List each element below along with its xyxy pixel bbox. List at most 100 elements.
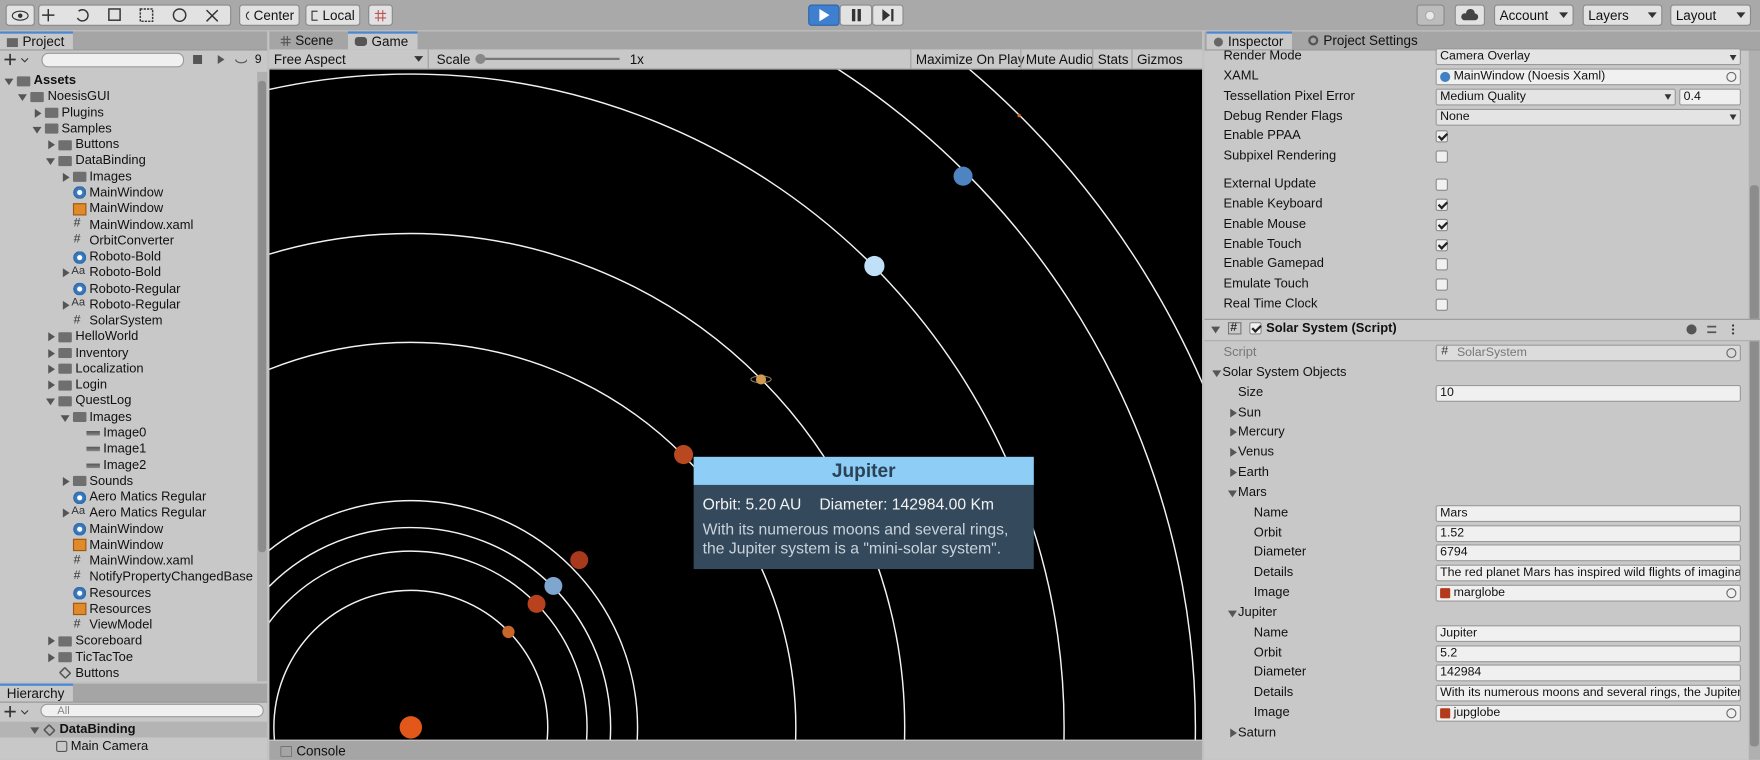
space-button[interactable]: Local [305, 4, 361, 26]
foldout-arrow[interactable] [59, 171, 70, 182]
filter-icons[interactable] [191, 52, 247, 68]
checkbox[interactable] [1435, 238, 1448, 251]
tree-row[interactable]: Buttons [0, 665, 256, 681]
earth[interactable] [544, 576, 563, 595]
dropdown-field[interactable]: Camera Overlay [1435, 48, 1741, 66]
foldout-arrow[interactable] [45, 652, 56, 663]
tree-row[interactable]: Image1 [0, 441, 256, 457]
foldout-arrow[interactable] [45, 380, 56, 391]
step-button[interactable] [872, 4, 904, 26]
settings-tab[interactable]: Project Settings [1301, 31, 1427, 49]
foldout-arrow[interactable] [3, 75, 14, 86]
foldout-arrow[interactable] [1227, 607, 1238, 618]
tree-row[interactable]: MainWindow.xaml [0, 553, 256, 569]
foldout-arrow[interactable] [31, 107, 42, 118]
foldout-arrow[interactable] [1211, 367, 1222, 378]
transform-tool[interactable] [172, 8, 187, 23]
checkbox[interactable] [1435, 278, 1448, 292]
foldout-arrow[interactable] [45, 139, 56, 150]
uranus[interactable] [864, 255, 885, 277]
custom-tool[interactable] [206, 9, 219, 22]
scale-tool[interactable] [108, 8, 121, 21]
foldout-row[interactable]: Jupiter [1204, 604, 1760, 624]
neptune[interactable] [953, 166, 973, 186]
foldout-row[interactable]: Earth [1204, 464, 1760, 484]
foldout-arrow[interactable] [1227, 467, 1238, 478]
scroll-thumb[interactable] [258, 80, 267, 553]
layers-dropdown[interactable]: Layers [1582, 4, 1663, 26]
pivot-button[interactable]: Center [239, 4, 300, 26]
collab-button[interactable] [1416, 4, 1445, 26]
account-dropdown[interactable]: Account [1493, 4, 1574, 26]
hierarchy-create[interactable] [4, 705, 33, 718]
tree-row[interactable]: Image0 [0, 425, 256, 441]
checkbox[interactable] [1435, 178, 1448, 191]
foldout-arrow[interactable] [1227, 427, 1238, 438]
text-field[interactable]: 6794 [1435, 544, 1741, 562]
foldout-arrow[interactable] [45, 332, 56, 343]
number-field[interactable]: 0.4 [1679, 88, 1741, 106]
sun[interactable] [399, 716, 423, 739]
dropdown-field[interactable]: None [1435, 108, 1741, 126]
mars[interactable] [570, 551, 589, 570]
checkbox[interactable] [1435, 258, 1448, 272]
text-field[interactable]: The red planet Mars has inspired wild fl… [1435, 564, 1741, 582]
tree-row[interactable]: Resources [0, 601, 256, 617]
checkbox[interactable] [1435, 150, 1448, 164]
game-tab[interactable]: Game [347, 31, 418, 50]
tree-row[interactable]: MainWindow [0, 185, 256, 201]
foldout-row[interactable]: Venus [1204, 444, 1760, 464]
stats-button[interactable]: Stats [1092, 49, 1133, 69]
foldout-arrow[interactable] [1210, 323, 1221, 334]
foldout-arrow[interactable] [1227, 447, 1238, 458]
tree-row[interactable]: Buttons [0, 137, 256, 153]
tree-row[interactable]: Sounds [0, 473, 256, 489]
layout-dropdown[interactable]: Layout [1670, 4, 1752, 26]
tree-row[interactable]: DataBinding [0, 153, 256, 169]
scene-row[interactable]: DataBinding [0, 721, 268, 738]
checkbox[interactable] [1435, 298, 1448, 312]
play-button[interactable] [808, 4, 840, 26]
project-scrollbar[interactable] [257, 71, 268, 682]
object-field[interactable]: marglobe [1435, 584, 1741, 602]
checkbox[interactable] [1435, 218, 1448, 231]
text-field[interactable]: With its numerous moons and several ring… [1435, 685, 1741, 702]
foldout-row[interactable]: Saturn [1204, 724, 1760, 744]
tree-row[interactable]: Plugins [0, 105, 256, 121]
foldout-arrow[interactable] [59, 476, 70, 487]
tree-row[interactable]: Aero Matics Regular [0, 489, 256, 505]
mercury[interactable] [502, 625, 515, 639]
project-search[interactable] [41, 52, 185, 68]
tree-row[interactable]: Roboto-Regular [0, 297, 256, 313]
tree-row[interactable]: NoesisGUI [0, 89, 256, 105]
gizmos-button[interactable]: Gizmos [1131, 49, 1187, 69]
hierarchy-tab[interactable]: Hierarchy [0, 683, 74, 702]
tree-row[interactable]: Roboto-Bold [0, 265, 256, 281]
pluto[interactable] [1017, 113, 1021, 118]
text-field[interactable]: Mars [1435, 504, 1741, 522]
scroll-thumb[interactable] [1749, 185, 1759, 747]
text-field[interactable]: 5.2 [1435, 644, 1741, 662]
dropdown-field[interactable]: Medium Quality [1435, 88, 1676, 106]
tree-row[interactable]: NotifyPropertyChangedBase [0, 569, 256, 585]
tree-row[interactable]: Images [0, 409, 256, 425]
project-tab[interactable]: Project [0, 31, 74, 50]
foldout-arrow[interactable] [45, 396, 56, 407]
foldout-arrow[interactable] [45, 636, 56, 647]
tree-row[interactable]: MainWindow [0, 521, 256, 537]
saturn[interactable] [755, 374, 767, 385]
tree-row[interactable]: Images [0, 169, 256, 185]
tree-row[interactable]: TicTacToe [0, 649, 256, 665]
foldout-arrow[interactable] [29, 724, 40, 735]
foldout-arrow[interactable] [31, 123, 42, 134]
foldout-row[interactable]: Sun [1204, 404, 1760, 424]
component-icons[interactable] [1685, 323, 1741, 335]
venus[interactable] [527, 594, 546, 613]
tree-row[interactable]: ViewModel [0, 617, 256, 633]
inspector-tab[interactable]: Inspector [1206, 31, 1293, 50]
tree-row[interactable]: OrbitConverter [0, 233, 256, 249]
mute-button[interactable]: Mute Audio [1020, 49, 1098, 69]
object-field[interactable]: jupglobe [1435, 705, 1741, 722]
jupiter[interactable] [674, 445, 694, 465]
object-field[interactable]: MainWindow (Noesis Xaml) [1435, 68, 1741, 86]
